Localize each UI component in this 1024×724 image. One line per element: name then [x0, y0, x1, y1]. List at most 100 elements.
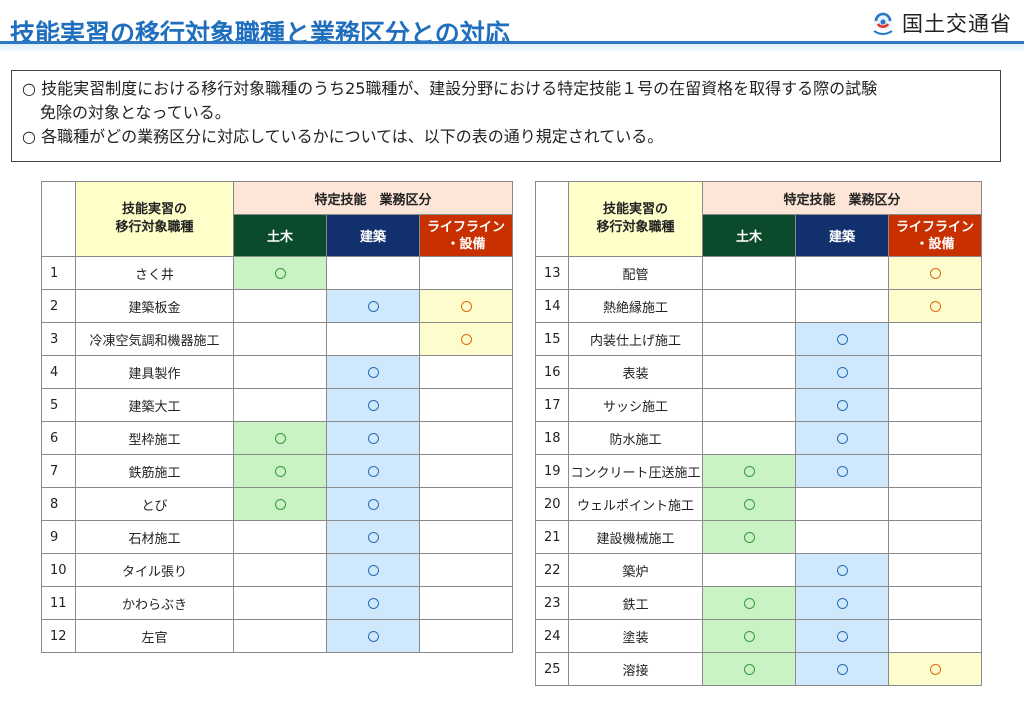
cell-doboku [233, 289, 327, 323]
note-line-1: ○ 技能実習制度における移行対象職種のうち25職種が、建設分野における特定技能１… [22, 79, 878, 98]
header-kenchiku: 建築 [795, 214, 889, 257]
job-table-right: 技能実習の 移行対象職種 特定技能 業務区分 土木 建築 ライフライン ・設備 13… [535, 181, 982, 686]
circle-mark-icon [274, 267, 286, 279]
table-row: 17 サッシ施工 [535, 388, 982, 422]
cell-lifeline [888, 520, 982, 554]
cell-doboku [702, 520, 796, 554]
ministry-logo: 国土交通省 [872, 8, 1012, 38]
circle-mark-icon [836, 465, 848, 477]
cell-doboku [702, 619, 796, 653]
job-name: 築炉 [568, 553, 703, 587]
intro-note: ○ 技能実習制度における移行対象職種のうち25職種が、建設分野における特定技能１… [11, 70, 1001, 162]
table-row: 11 かわらぶき [41, 586, 513, 620]
cell-kenchiku [326, 289, 420, 323]
table-row: 14 熱絶縁施工 [535, 289, 982, 323]
table-row: 22 築炉 [535, 553, 982, 587]
circle-mark-icon [836, 432, 848, 444]
table-row: 20 ウェルポイント施工 [535, 487, 982, 521]
table-row: 1 さく井 [41, 256, 513, 290]
cell-kenchiku [326, 619, 420, 653]
circle-mark-icon [367, 498, 379, 510]
circle-mark-icon [836, 663, 848, 675]
job-name: 鉄工 [568, 586, 703, 620]
cell-kenchiku [795, 553, 889, 587]
cell-kenchiku [795, 454, 889, 488]
row-number: 14 [535, 289, 569, 323]
cell-kenchiku [795, 487, 889, 521]
cell-kenchiku [326, 454, 420, 488]
table-row: 25 溶接 [535, 652, 982, 686]
circle-mark-icon [274, 432, 286, 444]
circle-mark-icon [367, 432, 379, 444]
cell-kenchiku [326, 520, 420, 554]
job-name: サッシ施工 [568, 388, 703, 422]
cell-lifeline [419, 520, 513, 554]
circle-mark-icon [836, 366, 848, 378]
circle-mark-icon [743, 597, 755, 609]
row-number: 5 [41, 388, 76, 422]
note-line-2: ○ 各職種がどの業務区分に対応しているかについては、以下の表の通り規定されている… [22, 127, 664, 146]
job-name: 建設機械施工 [568, 520, 703, 554]
circle-mark-icon [743, 498, 755, 510]
circle-mark-icon [929, 267, 941, 279]
row-number: 10 [41, 553, 76, 587]
header-group: 特定技能 業務区分 [233, 181, 513, 215]
circle-mark-icon [460, 333, 472, 345]
row-number: 1 [41, 256, 76, 290]
header-corner [535, 181, 569, 257]
cell-kenchiku [326, 256, 420, 290]
table-row: 18 防水施工 [535, 421, 982, 455]
table-row: 9 石材施工 [41, 520, 513, 554]
row-number: 4 [41, 355, 76, 389]
circle-mark-icon [836, 399, 848, 411]
job-name: タイル張り [75, 553, 234, 587]
cell-doboku [233, 322, 327, 356]
circle-mark-icon [367, 531, 379, 543]
cell-doboku [233, 256, 327, 290]
circle-mark-icon [274, 498, 286, 510]
table-row: 4 建具製作 [41, 355, 513, 389]
cell-doboku [233, 454, 327, 488]
cell-kenchiku [795, 289, 889, 323]
circle-mark-icon [929, 663, 941, 675]
row-number: 17 [535, 388, 569, 422]
cell-kenchiku [326, 355, 420, 389]
cell-doboku [702, 421, 796, 455]
cell-lifeline [419, 454, 513, 488]
cell-lifeline [419, 586, 513, 620]
circle-mark-icon [367, 300, 379, 312]
row-number: 6 [41, 421, 76, 455]
table-row: 7 鉄筋施工 [41, 454, 513, 488]
row-number: 11 [41, 586, 76, 620]
table-row: 8 とび [41, 487, 513, 521]
ministry-name: 国土交通省 [902, 12, 1012, 36]
cell-lifeline [888, 553, 982, 587]
mlit-logo-icon [873, 12, 893, 35]
cell-lifeline [419, 355, 513, 389]
job-name: 溶接 [568, 652, 703, 686]
circle-mark-icon [367, 366, 379, 378]
table-row: 2 建築板金 [41, 289, 513, 323]
job-name: ウェルポイント施工 [568, 487, 703, 521]
cell-doboku [233, 586, 327, 620]
cell-doboku [702, 289, 796, 323]
cell-lifeline [888, 652, 982, 686]
cell-lifeline [419, 388, 513, 422]
cell-kenchiku [795, 256, 889, 290]
job-name: 建築板金 [75, 289, 234, 323]
cell-doboku [233, 355, 327, 389]
header-lifeline: ライフライン ・設備 [419, 214, 513, 257]
cell-doboku [702, 487, 796, 521]
cell-doboku [233, 520, 327, 554]
header-group: 特定技能 業務区分 [702, 181, 982, 215]
circle-mark-icon [367, 564, 379, 576]
circle-mark-icon [460, 300, 472, 312]
row-number: 7 [41, 454, 76, 488]
table-row: 5 建築大工 [41, 388, 513, 422]
row-number: 18 [535, 421, 569, 455]
circle-mark-icon [743, 630, 755, 642]
cell-kenchiku [795, 520, 889, 554]
cell-doboku [233, 421, 327, 455]
cell-doboku [233, 388, 327, 422]
